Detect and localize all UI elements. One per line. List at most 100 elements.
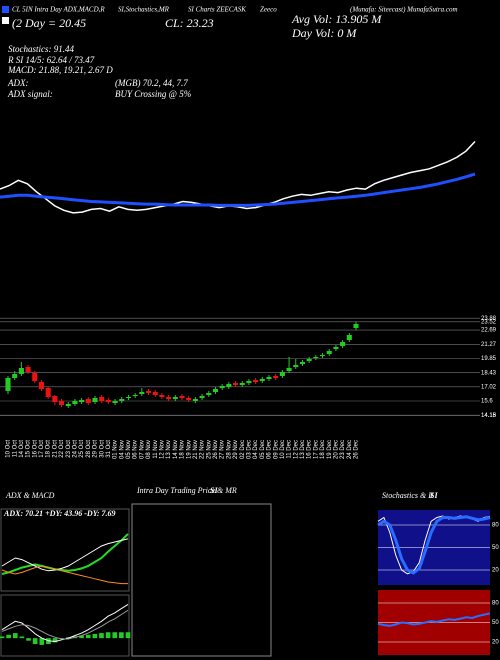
candle-body bbox=[25, 367, 31, 372]
histogram-bar bbox=[19, 636, 25, 639]
candle-body bbox=[206, 393, 212, 395]
x-tick-label: 26 Nov bbox=[213, 440, 219, 459]
candle-body bbox=[139, 392, 145, 394]
candle-body bbox=[353, 324, 359, 328]
x-tick-label: 25 Oct bbox=[79, 440, 85, 458]
candle-body bbox=[313, 357, 319, 358]
x-tick-label: 29 Oct bbox=[93, 440, 99, 458]
y-tick-label: 80 bbox=[492, 523, 499, 529]
candle-body bbox=[132, 395, 138, 396]
candle-body bbox=[299, 362, 306, 364]
x-tick-label: 04 Nov bbox=[119, 440, 125, 459]
x-tick-label: 24 Dec bbox=[347, 440, 353, 459]
x-tick-label: 05 Dec bbox=[260, 440, 266, 459]
legend-swatch bbox=[2, 6, 9, 13]
x-tick-label: 31 Oct bbox=[106, 440, 112, 458]
header-text: Zeeco bbox=[260, 6, 277, 14]
candle-body bbox=[232, 383, 239, 385]
candle-body bbox=[152, 392, 158, 395]
x-tick-label: 28 Nov bbox=[226, 440, 232, 459]
x-tick-label: 13 Dec bbox=[300, 440, 306, 459]
x-tick-label: 08 Nov bbox=[146, 440, 152, 459]
series-line bbox=[1, 565, 128, 585]
candle-body bbox=[85, 399, 91, 403]
histogram-bar bbox=[32, 638, 38, 645]
x-tick-label: 25 Nov bbox=[206, 440, 212, 459]
candle-body bbox=[112, 401, 118, 403]
x-tick-label: 13 Nov bbox=[166, 440, 172, 459]
y-tick-label: 23.88 bbox=[481, 316, 497, 322]
panel-subtitle: SI bbox=[430, 491, 438, 500]
series-line bbox=[377, 612, 491, 627]
x-tick-label: 14 Oct bbox=[19, 440, 25, 458]
histogram-bar bbox=[85, 634, 91, 639]
series-line bbox=[1, 538, 129, 572]
series-line bbox=[1, 609, 129, 640]
x-tick-label: 18 Oct bbox=[46, 440, 52, 458]
x-tick-label: 02 Dec bbox=[240, 440, 246, 459]
header-text: CL 5IN Intra Day ADX,MACD,R bbox=[12, 6, 105, 14]
x-tick-label: 18 Nov bbox=[180, 440, 186, 459]
candle-body bbox=[293, 365, 299, 367]
candle-body bbox=[65, 404, 71, 406]
candle-body bbox=[105, 400, 111, 402]
histogram-bar bbox=[125, 632, 131, 639]
x-tick-label: 19 Dec bbox=[327, 440, 333, 459]
x-tick-label: 23 Dec bbox=[340, 440, 346, 459]
header-text: Stochastics: 91.44 bbox=[8, 44, 74, 54]
histogram-bar bbox=[92, 633, 98, 639]
candle-body bbox=[92, 398, 98, 402]
histogram-bar bbox=[0, 636, 5, 639]
candle-body bbox=[226, 384, 232, 387]
candle-body bbox=[212, 389, 219, 392]
histogram-bar bbox=[26, 638, 31, 641]
header-text: ADX: bbox=[7, 78, 29, 88]
y-tick-label: 21.27 bbox=[481, 342, 497, 348]
x-tick-label: 16 Dec bbox=[307, 440, 313, 459]
x-tick-label: 24 Oct bbox=[73, 440, 79, 458]
candle-body bbox=[340, 342, 346, 346]
x-tick-label: 11 Oct bbox=[12, 440, 18, 458]
x-tick-label: 22 Nov bbox=[200, 440, 206, 459]
header-text: CL: 23.23 bbox=[165, 16, 214, 30]
header-text: SI,Stochastics,MR bbox=[118, 6, 170, 14]
histogram-bar bbox=[112, 632, 118, 639]
y-tick-label: 14.15 bbox=[481, 413, 497, 419]
header-text: Avg Vol: 13.905 M bbox=[291, 12, 382, 26]
x-tick-label: 17 Dec bbox=[313, 440, 319, 459]
header-text: (Munafa: Siteecast) MunafaSutra.com bbox=[350, 6, 458, 14]
candle-body bbox=[145, 391, 152, 393]
x-tick-label: 26 Dec bbox=[354, 440, 360, 459]
histogram-bar bbox=[6, 634, 11, 639]
x-tick-label: 14 Nov bbox=[173, 440, 179, 459]
panel-subtitle: SI bbox=[210, 486, 218, 495]
x-tick-label: 21 Oct bbox=[52, 440, 58, 458]
candle-body bbox=[125, 397, 132, 398]
histogram-bar bbox=[99, 633, 104, 639]
candle-body bbox=[45, 388, 51, 397]
x-tick-label: 07 Nov bbox=[139, 440, 145, 459]
x-tick-label: 21 Nov bbox=[193, 440, 199, 459]
series-line bbox=[0, 172, 476, 207]
histogram-bar bbox=[105, 632, 111, 639]
candle-body bbox=[346, 335, 352, 340]
candle-body bbox=[72, 401, 78, 404]
candle-body bbox=[58, 401, 65, 405]
x-tick-label: 20 Dec bbox=[334, 440, 340, 459]
histogram-bar bbox=[119, 632, 124, 639]
header-text: Day Vol: 0 M bbox=[291, 26, 357, 40]
y-tick-label: 17.02 bbox=[481, 384, 497, 390]
y-tick-label: 20 bbox=[492, 568, 499, 574]
x-tick-label: 12 Dec bbox=[293, 440, 299, 459]
x-tick-label: 30 Oct bbox=[99, 440, 105, 458]
panel-subtitle: ADX: 70.21 +DY: 43.96 -DY: 7.69 bbox=[3, 509, 116, 518]
histogram-bar bbox=[52, 638, 58, 643]
candle-body bbox=[79, 400, 85, 402]
series-line bbox=[377, 515, 491, 575]
histogram-bar bbox=[79, 635, 84, 639]
histogram-bar bbox=[39, 638, 45, 645]
candle-body bbox=[32, 373, 38, 381]
series-line bbox=[1, 533, 129, 575]
x-tick-label: 10 Oct bbox=[6, 440, 12, 458]
x-tick-label: 23 Oct bbox=[66, 440, 72, 458]
